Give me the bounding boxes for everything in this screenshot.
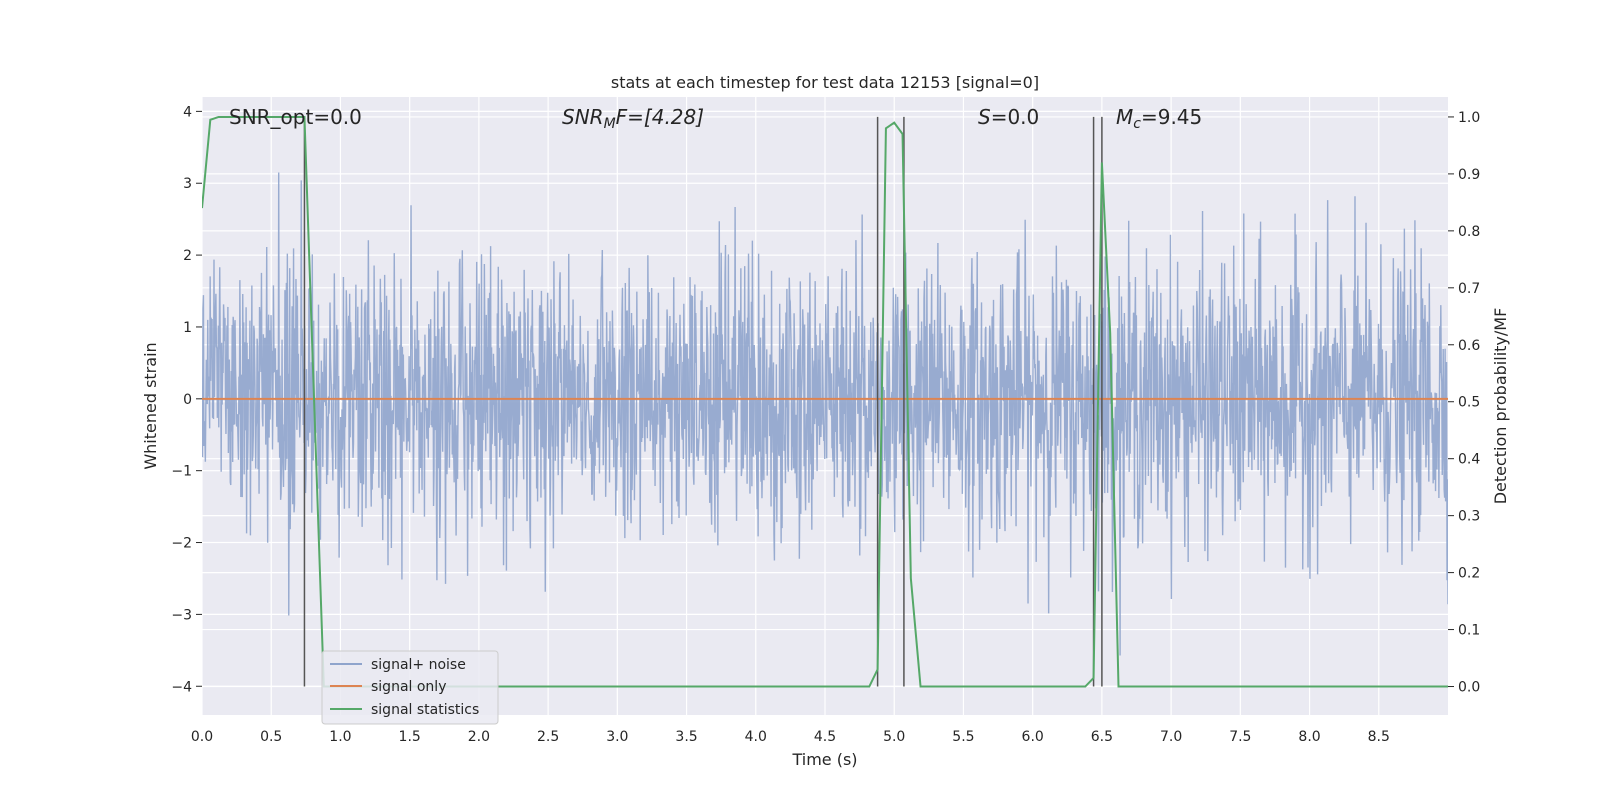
annotation-snr-mf-sub: M <box>604 116 616 132</box>
annotation-snr-mf-rest: F=[4.28] <box>616 105 704 129</box>
x-tick-label: 4.5 <box>814 729 836 745</box>
annotation-s-var: S <box>978 105 991 129</box>
x-axis-ticks: 0.0 0.5 1.0 1.5 2.0 2.5 3.0 3.5 4.0 4.5 5.0 5.5 6.0 6… <box>191 729 1390 745</box>
y-right-tick-label: 0.0 <box>1458 680 1480 696</box>
chart-title: stats at each timestep for test data 121… <box>611 73 1039 92</box>
y-tick-label: −2 <box>171 536 192 552</box>
x-tick-label: 7.5 <box>1229 729 1251 745</box>
annotation-mc-rest: =9.45 <box>1141 105 1202 129</box>
y-axis-ticks: −4 −3 −2 −1 0 1 2 3 4 <box>171 104 202 695</box>
annotation-snr-mf-base: SNR <box>562 105 604 129</box>
annotation-snr-opt: SNR_opt=0.0 <box>229 105 362 129</box>
legend-label-statistics: signal statistics <box>371 702 479 718</box>
y-right-tick-label: 0.7 <box>1458 281 1480 297</box>
legend-label-signal-only: signal only <box>371 679 446 695</box>
x-tick-label: 5.5 <box>952 729 974 745</box>
x-tick-label: 2.0 <box>468 729 490 745</box>
x-tick-label: 2.5 <box>537 729 559 745</box>
y-right-axis-ticks: 0.0 0.1 0.2 0.3 0.4 0.5 0.6 0.7 0.8 0.9 1.0 <box>1448 110 1480 696</box>
y-tick-label: −1 <box>171 464 192 480</box>
y-tick-label: −4 <box>171 679 192 695</box>
series-signal-noise <box>202 172 1448 656</box>
statistics-line <box>202 115 1448 688</box>
legend-box <box>321 650 499 725</box>
x-tick-label: 5.0 <box>883 729 905 745</box>
x-tick-label: 8.5 <box>1368 729 1390 745</box>
x-tick-label: 6.5 <box>1091 729 1113 745</box>
x-axis-label: Time (s) <box>791 750 857 769</box>
x-tick-label: 6.0 <box>1022 729 1044 745</box>
x-tick-label: 0.0 <box>191 729 213 745</box>
y-right-tick-label: 0.1 <box>1458 623 1480 639</box>
x-tick-label: 7.0 <box>1160 729 1182 745</box>
y-right-axis-label: Detection probability/MF <box>1491 308 1510 505</box>
y-tick-label: 4 <box>183 104 192 120</box>
y-right-tick-label: 0.6 <box>1458 338 1480 354</box>
y-right-tick-label: 0.2 <box>1458 566 1480 582</box>
annotation-s: S=0.0 <box>978 105 1039 129</box>
x-tick-label: 4.0 <box>745 729 767 745</box>
annotation-mc-var: M <box>1116 105 1133 129</box>
noise-line <box>202 172 1448 656</box>
annotation-mc: Mc=9.45 <box>1116 105 1202 132</box>
x-tick-label: 3.0 <box>606 729 628 745</box>
y-right-tick-label: 1.0 <box>1458 110 1480 126</box>
y-right-tick-label: 0.4 <box>1458 452 1480 468</box>
series-signal-statistics <box>202 115 1448 688</box>
x-tick-label: 3.5 <box>675 729 697 745</box>
y-axis-label: Whitened strain <box>141 342 160 469</box>
y-tick-label: −3 <box>171 607 192 623</box>
x-tick-label: 0.5 <box>260 729 282 745</box>
x-tick-label: 1.5 <box>399 729 421 745</box>
y-right-tick-label: 0.5 <box>1458 395 1480 411</box>
x-tick-label: 8.0 <box>1298 729 1320 745</box>
y-right-tick-label: 0.8 <box>1458 224 1480 240</box>
y-tick-label: 1 <box>183 320 192 336</box>
annotation-s-rest: =0.0 <box>991 105 1040 129</box>
legend-label-noise: signal+ noise <box>371 657 466 673</box>
y-tick-label: 3 <box>183 176 192 192</box>
legend: signal+ noise signal only signal statist… <box>321 650 499 725</box>
x-tick-label: 1.0 <box>329 729 351 745</box>
y-tick-label: 0 <box>183 392 192 408</box>
y-right-tick-label: 0.9 <box>1458 167 1480 183</box>
annotation-mc-sub: c <box>1133 116 1141 132</box>
annotation-snr-mf: SNRMF=[4.28] <box>562 105 704 132</box>
y-tick-label: 2 <box>183 248 192 264</box>
y-right-tick-label: 0.3 <box>1458 509 1480 525</box>
